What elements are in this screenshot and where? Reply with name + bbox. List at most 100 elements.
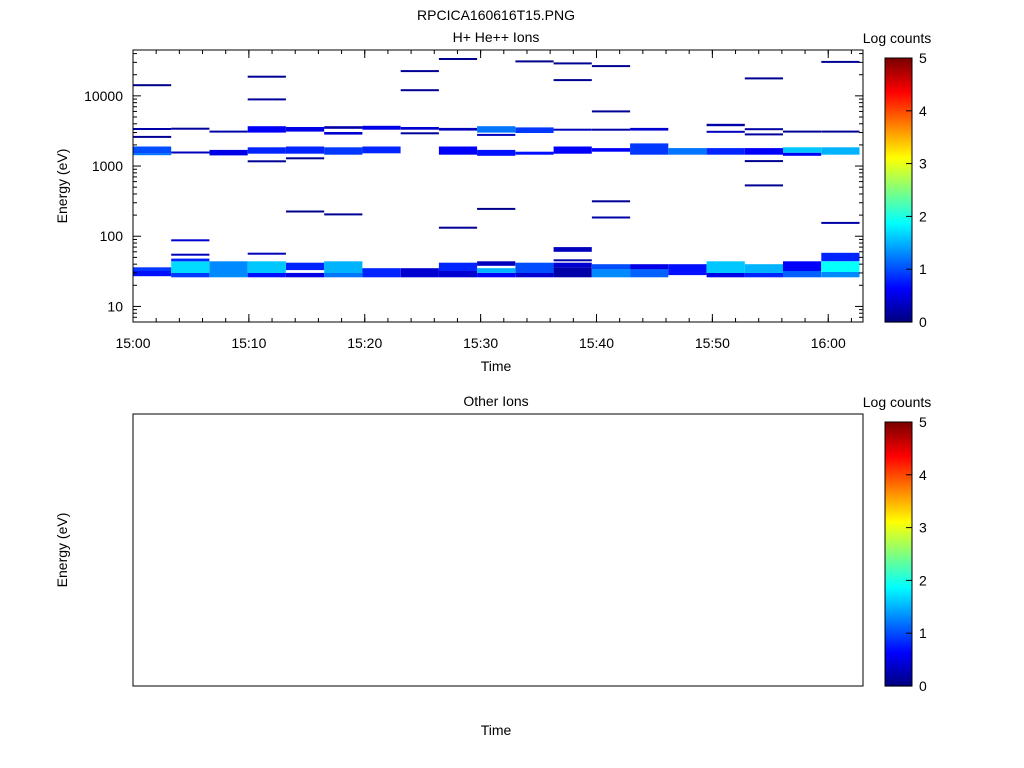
colorbar-step (885, 98, 912, 101)
colorbar-step (885, 496, 912, 499)
colorbar-step (885, 576, 912, 579)
colorbar-step (885, 142, 912, 145)
colorbar-step (885, 478, 912, 481)
colorbar-step (885, 212, 912, 215)
colorbar-step (885, 422, 912, 425)
colorbar-step (885, 224, 912, 227)
colorbar-step (885, 84, 912, 87)
colorbar-step (885, 300, 912, 303)
heatmap-cell (171, 261, 210, 273)
colorbar-step (885, 510, 912, 513)
colorbar-step (885, 536, 912, 539)
colorbar-step (885, 580, 912, 583)
heatmap-cell (247, 75, 286, 78)
heatmap-cell (324, 132, 363, 135)
heatmap-cell (515, 60, 554, 63)
colorbar-step (885, 578, 912, 581)
colorbar-step (885, 498, 912, 501)
colorbar-step (885, 206, 912, 209)
colorbar-step (885, 450, 912, 453)
heatmap-cell (438, 127, 478, 131)
heatmap-cell (247, 98, 286, 101)
colorbar-step (885, 678, 912, 681)
heatmap-cell (591, 264, 631, 270)
heatmap-cell (171, 258, 210, 262)
heatmap-cell (783, 147, 822, 153)
colorbar-step (885, 490, 912, 493)
colorbar-step (885, 66, 912, 69)
colorbar-step (885, 604, 912, 607)
colorbar-step (885, 524, 912, 527)
colorbar-step (885, 642, 912, 645)
colorbar-step (885, 492, 912, 495)
panel-title: H+ He++ Ions (453, 29, 540, 45)
colorbar-step (885, 78, 912, 81)
colorbar-step (885, 218, 912, 221)
colorbar-step (885, 214, 912, 217)
panel-other-ions: Other Ions Time Energy (eV) (54, 393, 864, 738)
colorbar-step (885, 162, 912, 165)
colorbar-step (885, 648, 912, 651)
colorbar-step (885, 468, 912, 471)
colorbar-step (885, 172, 912, 175)
colorbar-step (885, 278, 912, 281)
colorbar-step (885, 222, 912, 225)
colorbar-step (885, 474, 912, 477)
colorbar-step (885, 196, 912, 199)
colorbar-step (885, 184, 912, 187)
colorbar-step (885, 260, 912, 263)
colorbar-step (885, 600, 912, 603)
heatmap-cell (400, 132, 439, 135)
colorbar-step (885, 208, 912, 211)
colorbar-step (885, 134, 912, 137)
colorbar-tick-label: 1 (919, 261, 927, 277)
colorbar-step (885, 198, 912, 201)
colorbar-step (885, 118, 912, 121)
x-tick-label: 15:50 (695, 335, 730, 351)
colorbar-step (885, 548, 912, 551)
colorbar-step (885, 586, 912, 589)
colorbar-step (885, 318, 912, 321)
colorbar-step (885, 448, 912, 451)
heatmap-cell (553, 62, 592, 65)
colorbar: Log counts 0 1 2 3 4 5 (863, 30, 932, 330)
heatmap-cell (744, 264, 783, 273)
colorbar-step (885, 64, 912, 67)
colorbar-tick-label: 5 (919, 414, 927, 430)
x-tick-label: 15:30 (463, 335, 498, 351)
colorbar-step (885, 266, 912, 269)
y-axis-label: Energy (eV) (54, 149, 70, 224)
heatmap-cell (744, 77, 783, 80)
colorbar-step (885, 538, 912, 541)
y-tick-label: 1000 (92, 158, 123, 174)
colorbar-step (885, 598, 912, 601)
colorbar-step (885, 146, 912, 149)
heatmap-cell (209, 149, 248, 156)
colorbar-step (885, 610, 912, 613)
heatmap-cell (247, 160, 286, 163)
heatmap-cell (553, 267, 592, 278)
heatmap-cell (324, 126, 363, 129)
heatmap-cell (400, 268, 439, 278)
colorbar-step (885, 104, 912, 107)
heatmap-cell (553, 128, 592, 131)
colorbar-frame (884, 421, 913, 687)
heatmap-cells (133, 58, 860, 278)
colorbar-step (885, 152, 912, 155)
colorbar-step (885, 558, 912, 561)
heatmap-cell (286, 157, 325, 160)
colorbar-step (885, 634, 912, 637)
colorbar-step (885, 68, 912, 71)
colorbar-step (885, 148, 912, 151)
colorbar-step (885, 202, 912, 205)
colorbar-step (885, 60, 912, 63)
colorbar-step (885, 516, 912, 519)
colorbar-step (885, 144, 912, 147)
heatmap-cell (744, 148, 783, 155)
heatmap-cell (171, 253, 210, 256)
colorbar-tick-label: 4 (919, 103, 927, 119)
heatmap-cell (400, 70, 439, 73)
y-axis-label: Energy (eV) (54, 513, 70, 588)
heatmap-cell (133, 135, 172, 138)
colorbar-step (885, 502, 912, 505)
